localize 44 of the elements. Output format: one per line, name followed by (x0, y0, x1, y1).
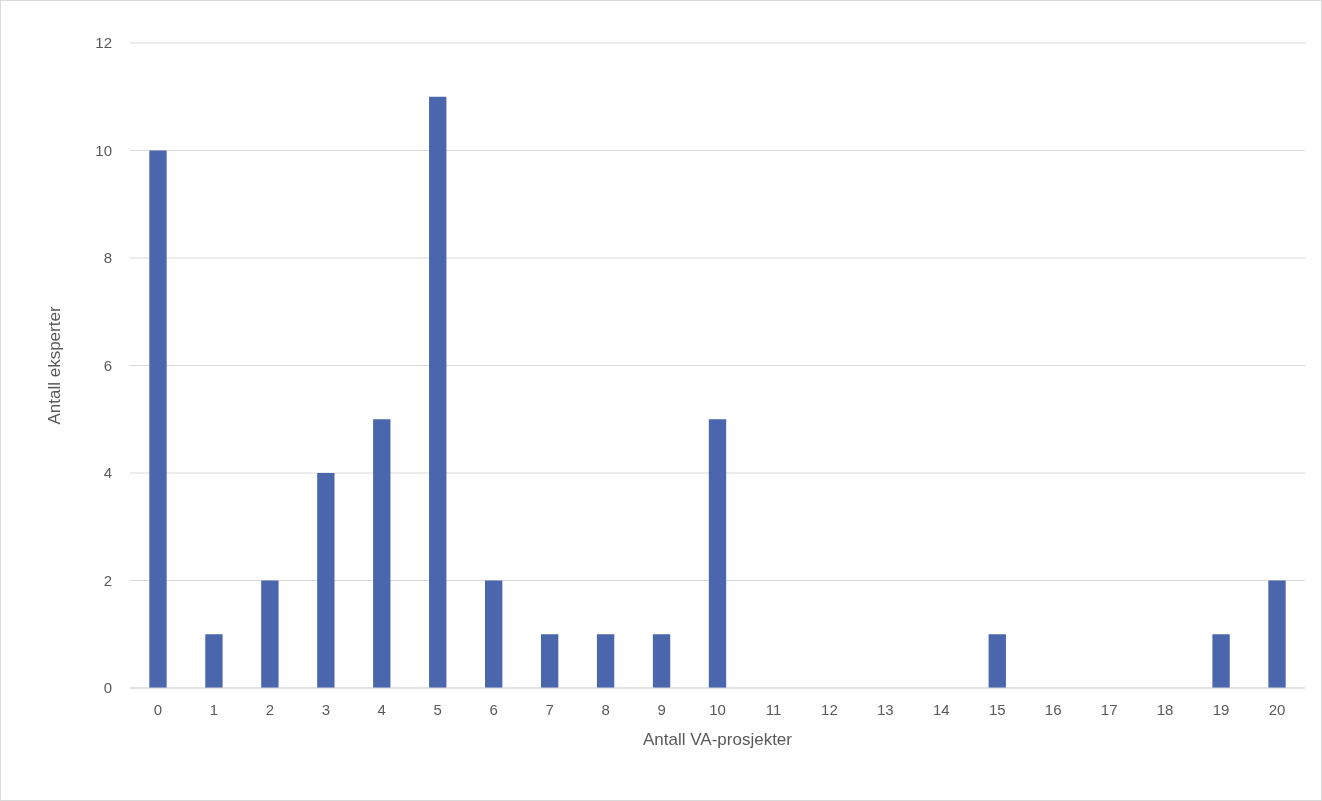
y-tick-label: 12 (95, 34, 112, 52)
x-tick-label: 2 (265, 701, 275, 718)
x-tick-label: 10 (709, 701, 726, 718)
x-tick-label: 3 (321, 701, 331, 718)
y-tick-label: 0 (103, 679, 112, 697)
x-tick-label: 20 (1268, 701, 1286, 718)
x-tick-label: 7 (545, 701, 554, 718)
bar (652, 634, 671, 688)
x-tick-label: 15 (988, 701, 1006, 718)
bar (1268, 580, 1286, 688)
bar (317, 473, 335, 688)
bar (1212, 634, 1230, 688)
x-tick-label: 9 (657, 701, 666, 718)
bar (540, 634, 559, 688)
bar (708, 419, 727, 688)
x-tick-label: 19 (1212, 701, 1230, 718)
bar (373, 419, 391, 688)
x-tick-label: 1 (209, 701, 219, 718)
x-tick-label: 14 (932, 701, 950, 718)
y-tick-label: 4 (103, 464, 112, 482)
bar (429, 96, 447, 688)
x-tick-label: 5 (433, 701, 442, 718)
y-tick-label: 8 (103, 249, 112, 267)
x-tick-label: 12 (821, 701, 838, 718)
bar (261, 580, 279, 688)
x-tick-label: 4 (377, 701, 386, 718)
x-tick-label: 16 (1044, 701, 1062, 718)
bar (596, 634, 615, 688)
bar (485, 580, 503, 688)
bar (988, 634, 1006, 688)
x-tick-label: 11 (765, 701, 782, 718)
bar (205, 634, 223, 688)
x-tick-label: 6 (489, 701, 498, 718)
x-axis-title: Antall VA-prosjekter (643, 730, 793, 749)
x-tick-label: 17 (1100, 701, 1118, 718)
x-tick-label: 13 (877, 701, 894, 718)
x-tick-label: 18 (1156, 701, 1174, 718)
y-axis-title: Antall eksperter (45, 306, 64, 425)
bar (149, 150, 167, 688)
x-tick-label: 8 (601, 701, 610, 718)
x-tick-label: 0 (153, 701, 163, 718)
y-tick-label: 2 (103, 571, 112, 589)
y-tick-label: 6 (103, 356, 112, 374)
y-tick-label: 10 (95, 141, 112, 159)
